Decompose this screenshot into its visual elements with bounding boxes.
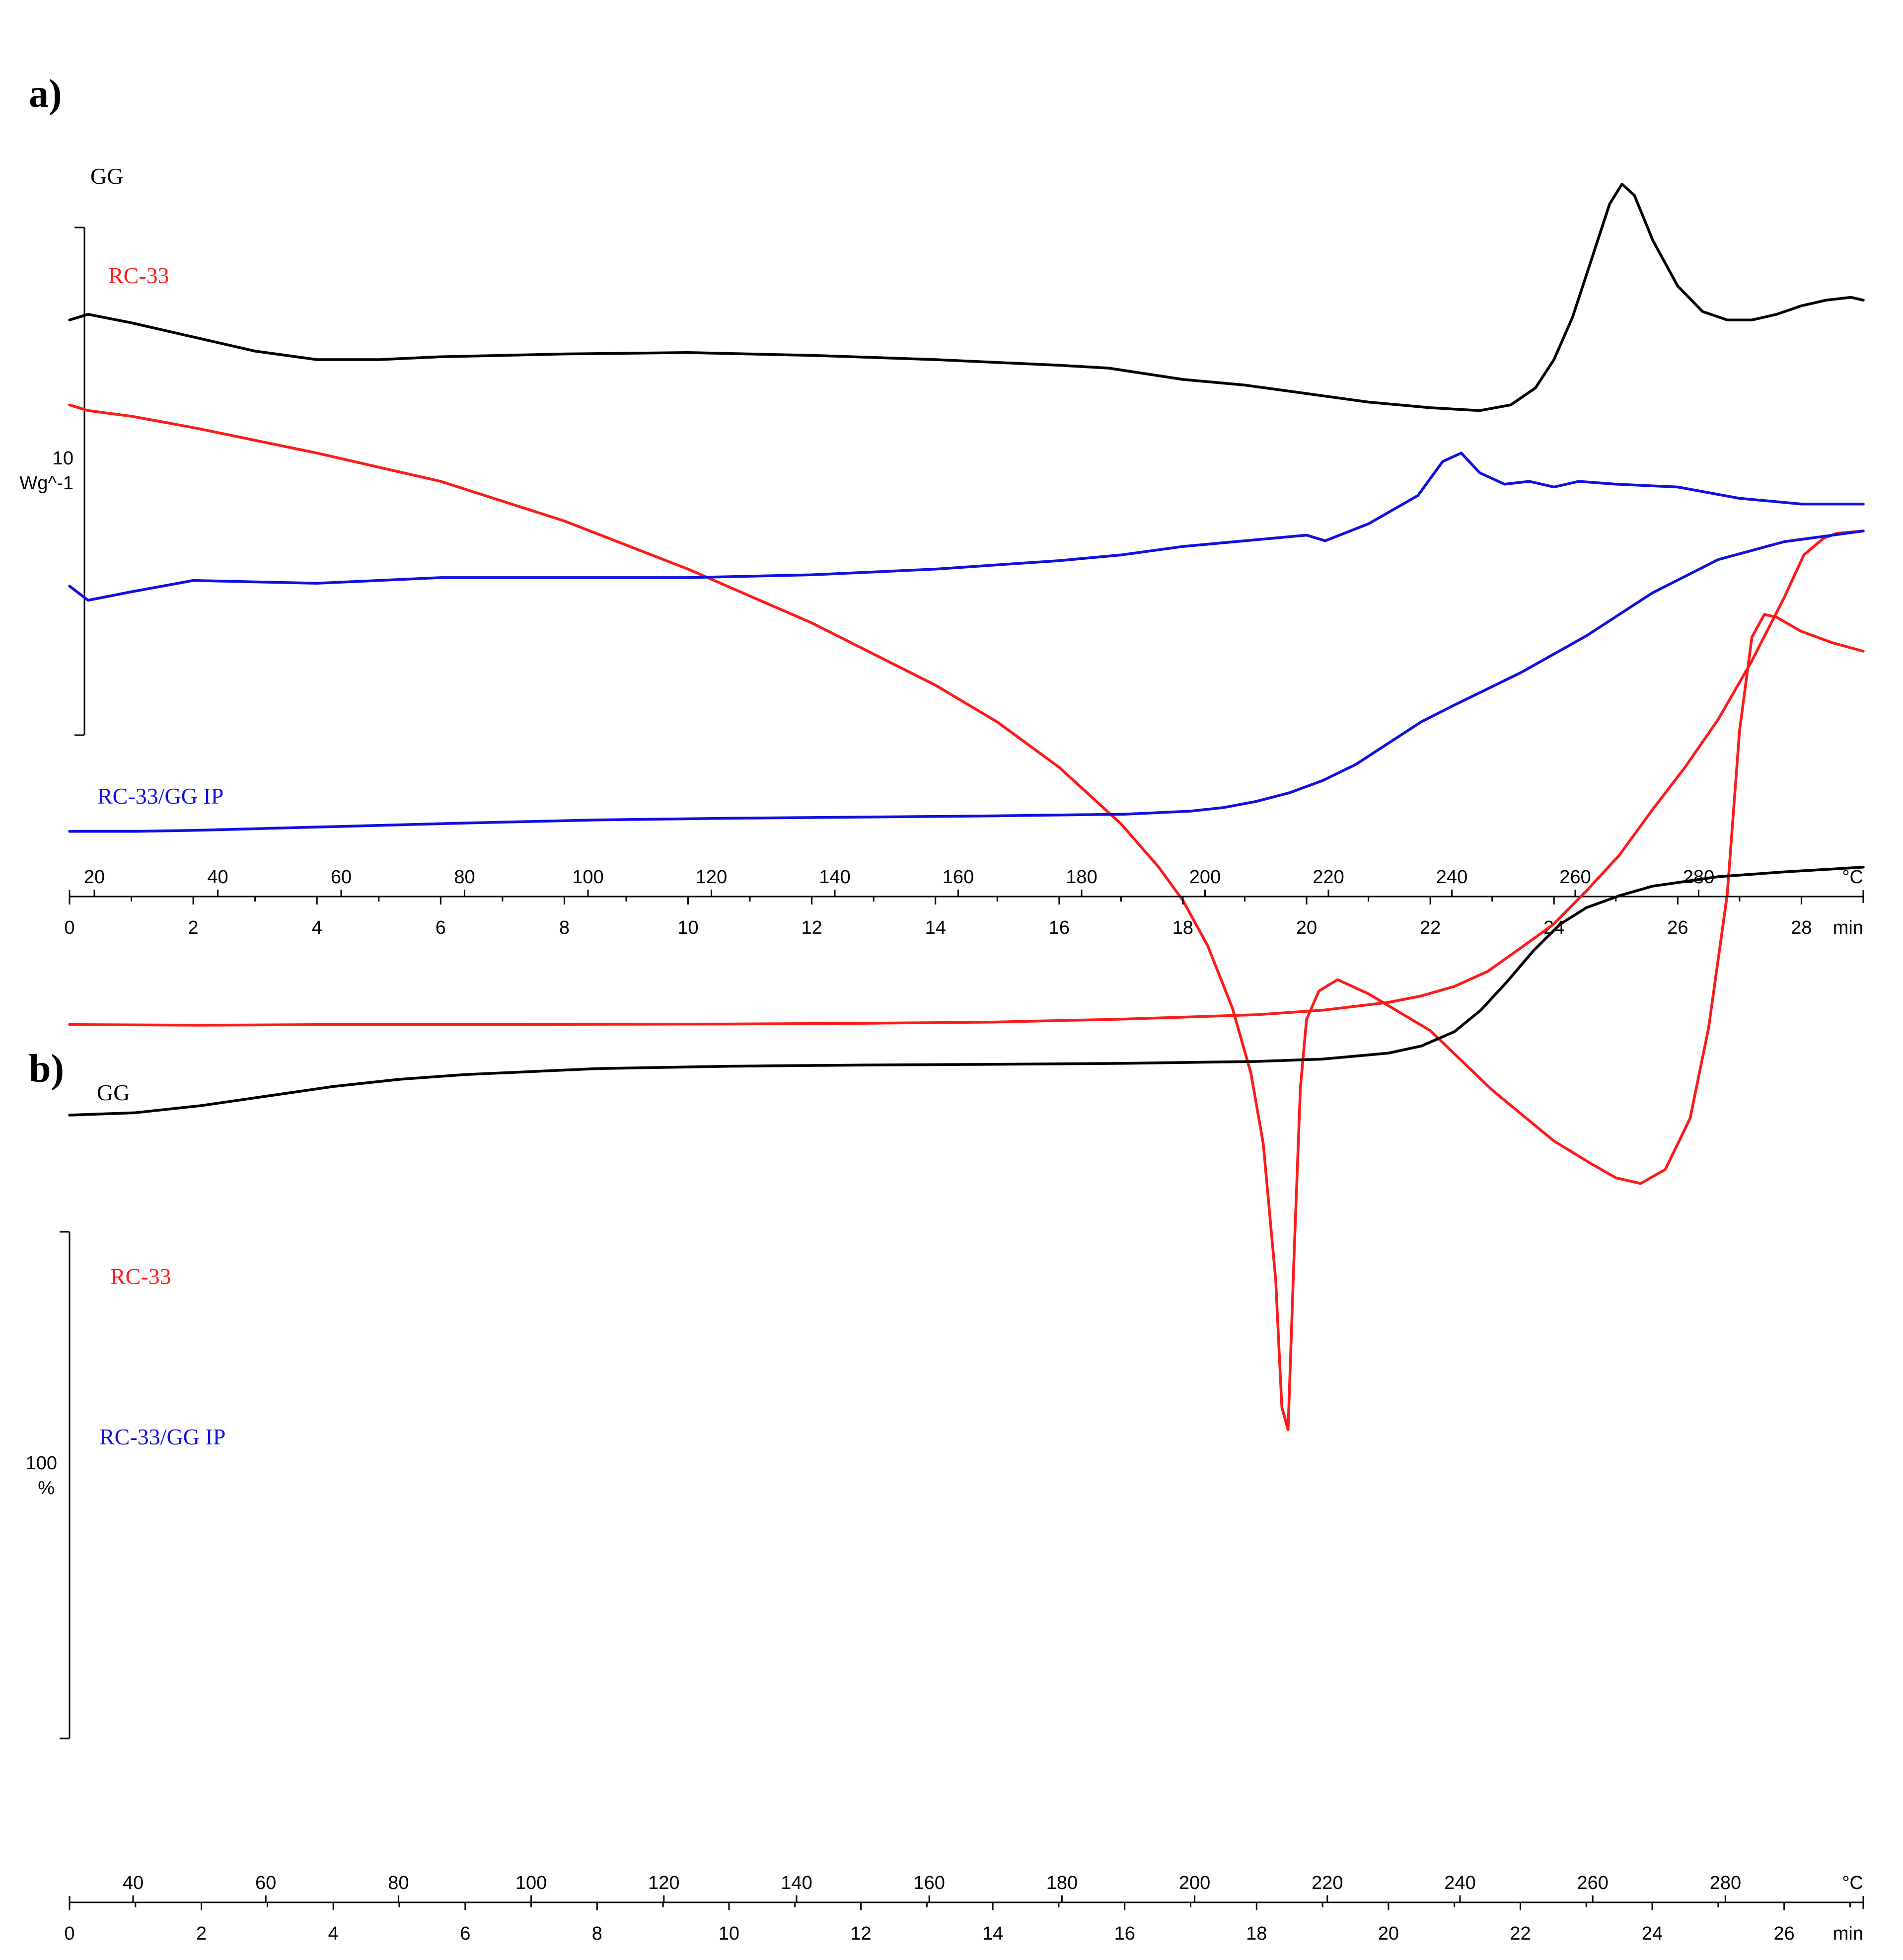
panel-a-time-tick-label: 8 bbox=[559, 917, 570, 938]
panel-b-y-unit: % bbox=[38, 1478, 55, 1499]
panel-a-series-label-gg: GG bbox=[90, 163, 123, 189]
panel-a-curve-rc33-gg-ip bbox=[68, 452, 1865, 602]
panel-a-y-unit: Wg^-1 bbox=[19, 473, 73, 494]
panel-b-time-tick-label: 22 bbox=[1510, 1923, 1531, 1944]
panel-b-temperature-tick-label: 40 bbox=[123, 1873, 144, 1893]
panel-b-time-tick-label: 6 bbox=[460, 1923, 470, 1944]
panel-a-temperature-tick-label: 240 bbox=[1436, 867, 1467, 888]
panel-a-time-tick-label: 4 bbox=[312, 917, 322, 938]
panel-b-time-tick-label: 24 bbox=[1642, 1923, 1663, 1944]
panel-b-temperature-ticks: 40 60 80 100 120 140 160 180 200 220 240 260 280 bbox=[123, 1873, 1741, 1902]
panel-b-time-tick-label: 0 bbox=[64, 1923, 74, 1944]
panel-b-time-tick-label: 16 bbox=[1114, 1923, 1135, 1944]
panel-a-temperature-tick-label: 220 bbox=[1313, 867, 1344, 888]
panel-a-time-tick-label: 18 bbox=[1172, 917, 1193, 938]
panel-b-time-unit: min bbox=[1833, 1923, 1863, 1944]
panel-b-curve-rc33 bbox=[68, 529, 1865, 1027]
panel-b-temperature-tick-label: 140 bbox=[781, 1873, 812, 1893]
panel-b-time-tick-label: 10 bbox=[719, 1923, 739, 1944]
panel-b-time-tick-label: 4 bbox=[328, 1923, 339, 1944]
panel-a-y-scale-value: 10 bbox=[53, 448, 73, 469]
panel-b-time-ticks: 0 2 4 6 8 10 12 14 16 18 20 22 24 26 bbox=[64, 1902, 1851, 1944]
panel-b-temperature-tick-label: 280 bbox=[1710, 1873, 1741, 1893]
panel-a-dsc-chart: a) 10 Wg^-1 GG RC-33 RC-33/GG IP 20 40 60 8… bbox=[19, 72, 1865, 1432]
panel-b-time-tick-label: 8 bbox=[592, 1923, 602, 1944]
panel-a-temperature-tick-label: 200 bbox=[1189, 867, 1221, 888]
panel-b-time-tick-label: 18 bbox=[1246, 1923, 1267, 1944]
panel-b-temperature-tick-label: 220 bbox=[1312, 1873, 1343, 1893]
panel-b-temperature-tick-label: 120 bbox=[648, 1873, 679, 1893]
panel-a-curve-rc33 bbox=[68, 403, 1865, 1432]
panel-a-time-tick-label: 20 bbox=[1296, 917, 1317, 938]
panel-a-temperature-unit: °C bbox=[1842, 867, 1863, 888]
panel-b-series-label-rc33: RC-33 bbox=[110, 1264, 171, 1289]
panel-b-time-tick-label: 20 bbox=[1378, 1923, 1399, 1944]
panel-a-time-tick-label: 10 bbox=[677, 917, 698, 938]
panel-b-temperature-tick-label: 180 bbox=[1046, 1873, 1078, 1893]
panel-b-temperature-unit: °C bbox=[1842, 1873, 1863, 1893]
panel-a-temperature-tick-label: 20 bbox=[84, 867, 105, 888]
panel-b-label: b) bbox=[29, 1047, 64, 1091]
panel-a-time-tick-label: 26 bbox=[1667, 917, 1688, 938]
panel-a-time-tick-label: 0 bbox=[64, 917, 74, 938]
panel-a-time-tick-label: 28 bbox=[1791, 917, 1812, 938]
panel-b-temperature-tick-label: 200 bbox=[1179, 1873, 1210, 1893]
panel-a-time-ticks: 0 2 4 6 8 10 12 14 16 18 20 22 24 26 28 bbox=[64, 897, 1864, 938]
panel-a-temperature-tick-label: 160 bbox=[943, 867, 974, 888]
panel-b-temperature-tick-label: 100 bbox=[515, 1873, 547, 1893]
panel-b-temperature-tick-label: 80 bbox=[388, 1873, 409, 1893]
panel-a-series-label-rc33-gg-ip: RC-33/GG IP bbox=[97, 783, 223, 809]
panel-b-temperature-tick-label: 160 bbox=[913, 1873, 945, 1893]
panel-b-time-tick-label: 14 bbox=[982, 1923, 1003, 1944]
panel-a-label: a) bbox=[29, 72, 62, 116]
panel-a-time-tick-label: 14 bbox=[925, 917, 946, 938]
panel-a-time-tick-label: 6 bbox=[436, 917, 446, 938]
panel-a-temperature-tick-label: 120 bbox=[696, 867, 727, 888]
panel-a-temperature-tick-label: 40 bbox=[207, 867, 228, 888]
panel-a-time-tick-label: 2 bbox=[188, 917, 199, 938]
panel-b-time-tick-label: 26 bbox=[1774, 1923, 1795, 1944]
panel-a-temperature-tick-label: 60 bbox=[331, 867, 352, 888]
panel-b-y-scale-value: 100 bbox=[26, 1453, 57, 1474]
panel-b-series-label-rc33-gg-ip: RC-33/GG IP bbox=[99, 1424, 225, 1449]
panel-b-time-tick-label: 12 bbox=[850, 1923, 871, 1944]
panel-b-time-tick-label: 2 bbox=[196, 1923, 207, 1944]
panel-a-time-tick-label: 16 bbox=[1049, 917, 1070, 938]
panel-a-time-tick-label: 12 bbox=[801, 917, 822, 938]
panel-b-temperature-tick-label: 240 bbox=[1444, 1873, 1475, 1893]
panel-b-temperature-tick-label: 60 bbox=[255, 1873, 276, 1893]
panel-b-series-label-gg: GG bbox=[97, 1080, 130, 1105]
panel-a-time-tick-label: 22 bbox=[1420, 917, 1441, 938]
panel-a-temperature-tick-label: 260 bbox=[1559, 867, 1591, 888]
panel-b-curve-gg bbox=[68, 866, 1865, 1117]
panel-a-temperature-ticks: 20 40 60 80 100 120 140 160 180 200 220 240 260 280 bbox=[84, 867, 1714, 897]
panel-a-series-label-rc33: RC-33 bbox=[108, 263, 169, 288]
panel-b-tga-chart: b) 100 % GG RC-33 RC-33/GG IP 40 60 80 100 1… bbox=[26, 529, 1865, 1944]
panel-a-curve-gg bbox=[68, 182, 1865, 412]
panel-a-time-unit: min bbox=[1833, 917, 1863, 938]
panel-a-temperature-tick-label: 180 bbox=[1066, 867, 1097, 888]
panel-a-temperature-tick-label: 80 bbox=[454, 867, 475, 888]
panel-b-temperature-tick-label: 260 bbox=[1577, 1873, 1608, 1893]
panel-b-curve-rc33-gg-ip bbox=[68, 529, 1865, 833]
panel-a-temperature-tick-label: 100 bbox=[572, 867, 603, 888]
panel-a-temperature-tick-label: 140 bbox=[819, 867, 850, 888]
